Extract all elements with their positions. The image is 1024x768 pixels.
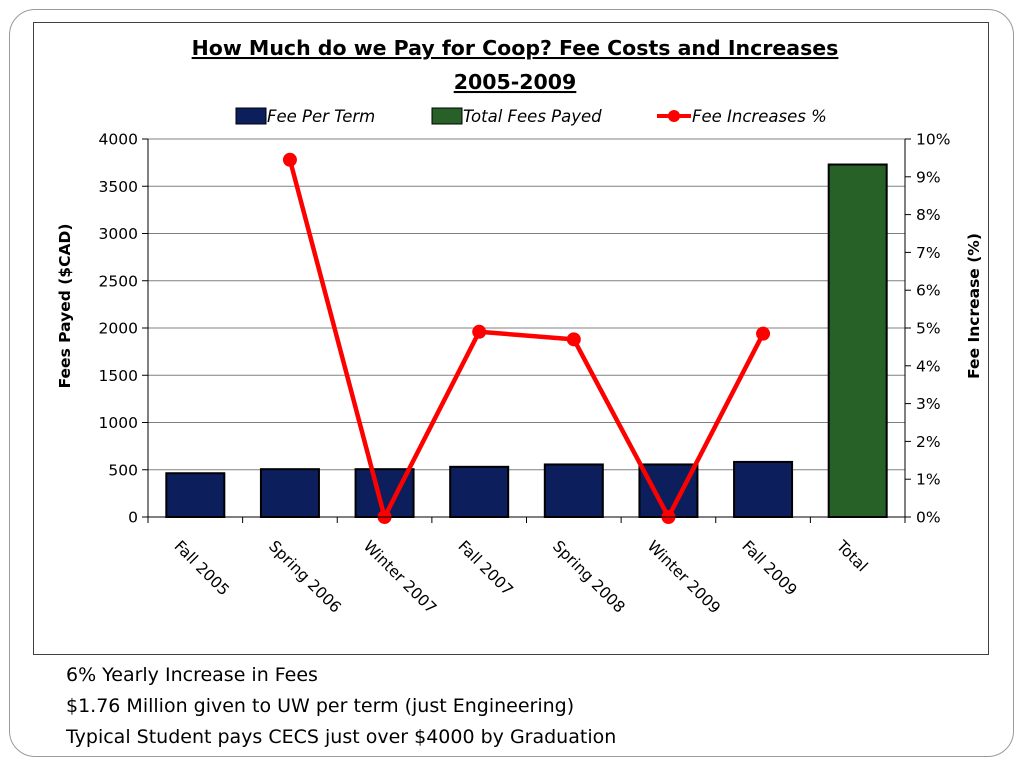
y-tick-label: 3500 [99,178,138,196]
legend: Fee Per Term Total Fees Payed Fee Increa… [235,107,827,126]
y-tick-label: 1500 [99,367,138,385]
y2-tick-label: 3% [916,395,941,413]
chart-title-line2: 2005-2009 [454,70,577,94]
y2-tick-label: 5% [916,320,941,338]
line-point [282,152,297,167]
y-tick-label: 4000 [99,131,138,149]
legend-label-fee-increases: Fee Increases % [692,107,827,126]
y-tick-label: 1000 [99,414,138,432]
x-tick-label: Total [832,536,871,575]
y-tick-label: 2000 [99,320,138,338]
bar [733,460,794,518]
bars [165,163,888,519]
notes-list: 6% Yearly Increase in Fees $1.76 Million… [66,660,966,753]
y2-tick-label: 8% [916,206,941,224]
y-tick-label: 0 [128,509,138,527]
y2-tick-label: 9% [916,168,941,186]
grid-lines [148,138,905,471]
y2-tick-label: 6% [916,282,941,300]
y-axis-left-title: Fees Payed ($CAD) [56,224,74,389]
x-tick-label: Winter 2007 [360,537,440,617]
y2-tick-label: 0% [916,509,941,527]
y2-tick-label: 2% [916,433,941,451]
y2-tick-label: 1% [916,471,941,489]
line-point [756,326,771,341]
bar [638,463,699,519]
chart-area: How Much do we Pay for Coop? Fee Costs a… [33,22,989,655]
y2-tick-label: 10% [916,131,950,149]
bar [449,465,510,518]
y2-tick-label: 4% [916,357,941,375]
y-axis-left-ticks: 0 500 1000 1500 2000 2500 3000 3500 4000 [99,131,148,527]
note-typical-student: Typical Student pays CECS just over $400… [66,726,617,748]
y-tick-label: 500 [108,461,138,479]
bar [259,468,320,519]
note-million-given: $1.76 Million given to UW per term (just… [66,695,575,717]
line-point [566,332,581,347]
slide-frame [9,9,1014,757]
legend-label-fee-per-term: Fee Per Term [267,107,375,126]
y-axis-right-title: Fee Increase (%) [965,233,983,379]
series-line [287,159,766,520]
bar [543,463,604,519]
x-tick-label: Winter 2009 [644,537,724,617]
note-yearly-increase: 6% Yearly Increase in Fees [66,664,318,686]
legend-swatch-total-fees [431,107,463,125]
x-tick-label: Fall 2009 [738,537,800,599]
y-tick-label: 2500 [99,272,138,290]
bar [165,472,226,518]
y-tick-label: 3000 [99,225,138,243]
legend-swatch-fee-per-term [235,107,267,125]
legend-label-total-fees: Total Fees Payed [463,107,602,126]
x-tick-label: Spring 2008 [549,537,628,616]
x-tick-label: Fall 2005 [170,537,232,599]
y-axis-right-ticks: 0% 1% 2% 3% 4% 5% 6% 7% 8% 9% 10% [905,131,950,527]
y2-tick-label: 7% [916,244,941,262]
legend-marker-fee-increases [668,110,680,122]
x-tick-label: Fall 2007 [454,537,516,599]
chart-svg: How Much do we Pay for Coop? Fee Costs a… [56,36,983,617]
line-point [472,324,487,339]
x-tick-label: Spring 2006 [265,537,344,616]
x-axis-ticks: Fall 2005 Spring 2006 Winter 2007 Fall 2007… [147,517,906,617]
bar [827,163,888,518]
chart-title-line1: How Much do we Pay for Coop? Fee Costs a… [192,36,839,60]
